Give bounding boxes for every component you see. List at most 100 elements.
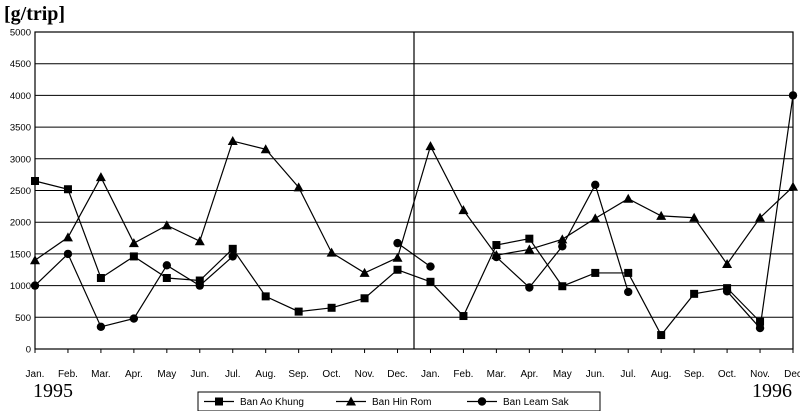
- data-point-ban-leam-sak: [195, 281, 204, 290]
- data-point-ban-leam-sak: [96, 322, 106, 332]
- data-point-ban-ao-khung: [294, 307, 303, 316]
- data-point-ban-ao-khung: [96, 273, 105, 282]
- series-line-ban-hin-rom: [34, 140, 794, 274]
- data-point-ban-hin-rom: [194, 236, 205, 246]
- data-point-ban-hin-rom: [227, 136, 238, 146]
- series-line-ban-leam-sak: [397, 242, 431, 268]
- series-ban-leam-sak: [30, 91, 798, 333]
- data-point-ban-hin-rom: [392, 252, 403, 262]
- x-tick-label: Sep.: [288, 369, 309, 380]
- x-tick-label: Aug.: [255, 369, 276, 380]
- data-point-ban-leam-sak: [129, 314, 139, 323]
- y-tick-label-4500: 4500: [10, 59, 31, 70]
- data-point-ban-hin-rom: [161, 220, 172, 230]
- data-point-ban-leam-sak: [228, 252, 237, 261]
- x-tick-label: Apr.: [520, 369, 538, 380]
- data-point-ban-ao-khung: [261, 292, 270, 301]
- y-tick-label-0: 0: [26, 345, 31, 356]
- x-tick-label: Mar.: [91, 369, 110, 380]
- series-ban-ao-khung: [31, 176, 765, 340]
- legend: Ban Ao Khung Ban Hin Rom Ban Leam Sak: [197, 391, 601, 411]
- x-tick-label: Nov.: [355, 369, 375, 380]
- series-line-ban-leam-sak: [726, 95, 794, 330]
- data-point-ban-leam-sak: [426, 262, 435, 271]
- data-point-ban-ao-khung: [393, 265, 402, 274]
- x-tick-label: Aug.: [651, 369, 672, 380]
- data-point-ban-ao-khung: [756, 317, 765, 326]
- y-tick-label-3500: 3500: [10, 123, 31, 134]
- data-point-ban-leam-sak: [755, 323, 765, 333]
- x-tick-label: Nov.: [750, 369, 770, 380]
- x-tick-label: Feb.: [453, 369, 473, 380]
- data-point-ban-hin-rom: [359, 267, 370, 277]
- data-point-ban-leam-sak: [591, 180, 600, 189]
- y-tick-label-3000: 3000: [10, 154, 31, 165]
- x-tick-label: Sep.: [684, 369, 705, 380]
- data-point-ban-leam-sak: [558, 242, 567, 251]
- data-point-ban-hin-rom: [293, 182, 304, 192]
- data-point-ban-ao-khung: [690, 289, 699, 298]
- legend-marker-ban-ao-khung: [215, 397, 223, 406]
- data-point-ban-ao-khung: [492, 241, 501, 250]
- legend-label-ban-leam-sak: Ban Leam Sak: [503, 397, 570, 408]
- data-point-ban-ao-khung: [195, 276, 204, 285]
- data-point-ban-hin-rom: [590, 213, 601, 223]
- x-tick-labels: Jan. Feb. Mar. Apr. May Jun. Jul. Aug. Sep. Oct. N…: [26, 369, 800, 380]
- legend-box: [197, 391, 601, 411]
- data-point-ban-leam-sak: [492, 252, 501, 262]
- y-tick-label-500: 500: [15, 313, 31, 324]
- data-point-ban-leam-sak: [722, 287, 732, 296]
- y-tick-label-1000: 1000: [10, 281, 31, 292]
- data-point-ban-hin-rom: [128, 238, 139, 248]
- y-tick-labels: 0 500 1000 1500 2000 2500 3000 3500 4000 4500 5000: [10, 28, 31, 356]
- x-tick-label: Dec.: [387, 369, 408, 380]
- data-point-ban-leam-sak: [788, 91, 798, 100]
- y-tick-label-1500: 1500: [10, 249, 31, 260]
- data-point-ban-ao-khung: [657, 331, 666, 340]
- data-point-ban-ao-khung: [525, 234, 534, 243]
- y-axis-unit-label: [g/trip]: [4, 3, 65, 25]
- x-tick-label: Jul.: [225, 369, 241, 380]
- data-point-ban-hin-rom: [458, 205, 469, 215]
- x-tick-label: Oct.: [322, 369, 340, 380]
- data-point-ban-hin-rom: [260, 144, 271, 154]
- y-tick-label-5000: 5000: [10, 28, 31, 39]
- legend-label-ban-hin-rom: Ban Hin Rom: [372, 397, 431, 408]
- data-point-ban-leam-sak: [30, 281, 40, 290]
- data-point-ban-ao-khung: [591, 268, 600, 277]
- data-point-ban-ao-khung: [624, 268, 633, 277]
- data-point-ban-leam-sak: [393, 238, 402, 248]
- x-tick-label: May: [553, 369, 572, 380]
- data-point-ban-hin-rom: [30, 255, 40, 265]
- y-tick-label-2500: 2500: [10, 186, 31, 197]
- data-point-ban-leam-sak: [63, 249, 73, 259]
- data-point-ban-hin-rom: [656, 210, 667, 220]
- data-point-ban-hin-rom: [524, 244, 535, 254]
- data-point-ban-ao-khung: [162, 273, 171, 282]
- data-point-ban-hin-rom: [788, 181, 798, 191]
- legend-marker-ban-hin-rom: [346, 396, 356, 406]
- x-tick-label: Dec: [784, 369, 800, 380]
- data-point-ban-ao-khung: [228, 244, 237, 253]
- year-label-1995: 1995: [33, 380, 73, 402]
- data-point-ban-ao-khung: [459, 312, 468, 321]
- data-point-ban-hin-rom: [755, 212, 766, 222]
- data-point-ban-leam-sak: [624, 287, 633, 297]
- data-point-ban-ao-khung: [327, 303, 336, 312]
- data-point-ban-ao-khung: [558, 282, 567, 291]
- data-point-ban-ao-khung: [63, 185, 72, 194]
- series-group: [30, 91, 798, 340]
- x-tick-label: May: [157, 369, 176, 380]
- x-tick-label: Jun.: [586, 369, 605, 380]
- x-tick-label: Mar.: [487, 369, 506, 380]
- x-tick-label: Oct.: [718, 369, 736, 380]
- data-point-ban-hin-rom: [62, 232, 73, 242]
- data-point-ban-ao-khung: [360, 294, 369, 303]
- data-point-ban-ao-khung: [129, 252, 138, 261]
- data-point-ban-hin-rom: [425, 141, 436, 151]
- legend-label-ban-ao-khung: Ban Ao Khung: [240, 397, 304, 408]
- data-point-ban-leam-sak: [162, 261, 172, 270]
- x-tick-label: Jan.: [421, 369, 440, 380]
- y-tick-label-4000: 4000: [10, 91, 31, 102]
